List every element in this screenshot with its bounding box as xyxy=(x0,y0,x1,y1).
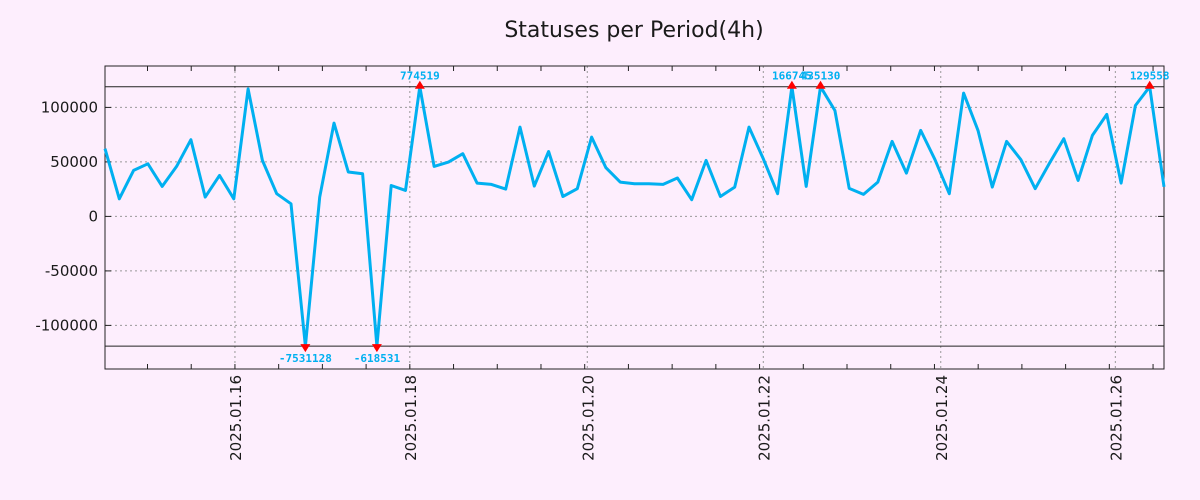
clip-marker-up xyxy=(1144,80,1155,89)
x-tick-label: 2025.01.22 xyxy=(755,375,773,461)
annotation-label: -618531 xyxy=(354,352,401,365)
y-tick-label: -100000 xyxy=(35,316,98,334)
annotation-label: 129558 xyxy=(1130,70,1170,83)
annotation-label: 435130 xyxy=(801,70,841,83)
y-tick-label: 50000 xyxy=(50,153,98,171)
x-tick-label: 2025.01.24 xyxy=(933,375,951,461)
chart-title: Statuses per Period(4h) xyxy=(504,18,763,43)
clip-marker-up xyxy=(414,80,425,89)
annotation-label: 166745 xyxy=(772,70,812,83)
annotation-label: 774519 xyxy=(400,70,440,83)
clip-marker-up xyxy=(786,80,797,89)
x-tick-label: 2025.01.16 xyxy=(227,375,245,461)
clip-marker-up xyxy=(815,80,826,89)
clip-marker-down xyxy=(300,344,311,353)
plot-frame xyxy=(104,65,1165,370)
clip-marker-down xyxy=(371,344,382,353)
y-tick-label: 0 xyxy=(88,207,98,225)
annotation-label: -7531128 xyxy=(279,352,332,365)
y-tick-label: 100000 xyxy=(41,98,98,116)
x-tick-label: 2025.01.26 xyxy=(1107,375,1125,461)
x-tick-label: 2025.01.18 xyxy=(402,375,420,461)
x-tick-label: 2025.01.20 xyxy=(579,375,597,461)
y-tick-label: -50000 xyxy=(45,262,98,280)
